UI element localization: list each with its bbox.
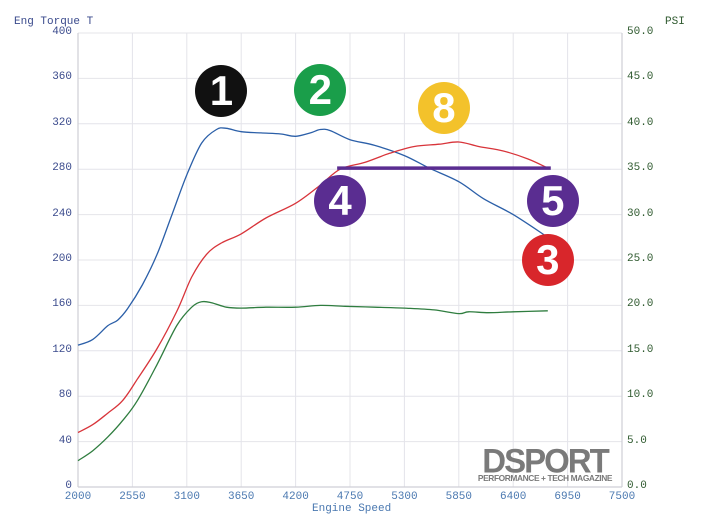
marker-2: 2	[294, 63, 347, 116]
marker-5: 5	[526, 174, 579, 227]
y2-tick-label: 15.0	[627, 343, 654, 356]
marker-3: 3	[521, 234, 574, 286]
data-series	[77, 127, 549, 462]
marker-4: 4	[314, 174, 367, 227]
x-tick-label: 3100	[173, 491, 200, 503]
y-tick-label: 360	[52, 71, 72, 84]
grid-lines	[77, 32, 623, 488]
series-line	[77, 127, 549, 346]
x-tick-label: 2550	[119, 491, 146, 503]
dsport-logo: DSPORT PERFORMANCE + TECH MAGAZINE	[475, 443, 615, 483]
y2-tick-label: 40.0	[627, 116, 654, 129]
logo-wordmark: DSPORT	[482, 441, 610, 480]
y2-tick-label: 25.0	[627, 253, 654, 265]
y2-tick-label: 45.0	[627, 71, 654, 84]
y-tick-label: 160	[52, 298, 72, 311]
x-tick-label: 5300	[391, 491, 418, 503]
x-tick-label: 7500	[608, 491, 636, 503]
x-tick-label: 5850	[445, 491, 472, 503]
y2-tick-label: 5.0	[627, 434, 647, 447]
marker-1: 1	[195, 64, 248, 117]
y-tick-label: 80	[58, 389, 72, 402]
y2-tick-label: 35.0	[627, 162, 654, 175]
y2-tick-label: 10.0	[627, 389, 654, 402]
marker-8: 8	[417, 81, 470, 134]
y2-tick-label: 20.0	[627, 298, 654, 311]
y-tick-label: 0	[65, 480, 72, 492]
x-tick-label: 6400	[499, 491, 527, 503]
logo-tagline: PERFORMANCE + TECH MAGAZINE	[477, 473, 613, 483]
y-tick-label: 240	[52, 207, 72, 220]
x-tick-label: 4200	[282, 491, 309, 503]
y2-tick-label: 50.0	[627, 26, 654, 38]
x-tick-label: 2000	[64, 491, 92, 503]
y-tick-label: 400	[52, 26, 72, 38]
y-axis-title: Eng Torque T	[14, 16, 94, 28]
x-tick-label: 3650	[227, 491, 255, 503]
y-tick-label: 120	[52, 343, 72, 356]
x-tick-label: 6950	[554, 491, 581, 503]
y-tick-label: 200	[52, 253, 72, 265]
series-line	[77, 300, 548, 462]
series-line	[77, 141, 549, 434]
y2-tick-label: 0.0	[627, 480, 647, 492]
x-axis-title: Engine Speed	[312, 503, 392, 515]
y2-axis-title: PSI	[665, 16, 685, 28]
y2-tick-label: 30.0	[627, 207, 654, 220]
x-tick-label: 4750	[336, 491, 364, 503]
y-tick-label: 280	[52, 162, 72, 175]
y-tick-label: 320	[52, 116, 72, 129]
y-tick-label: 40	[58, 434, 72, 447]
